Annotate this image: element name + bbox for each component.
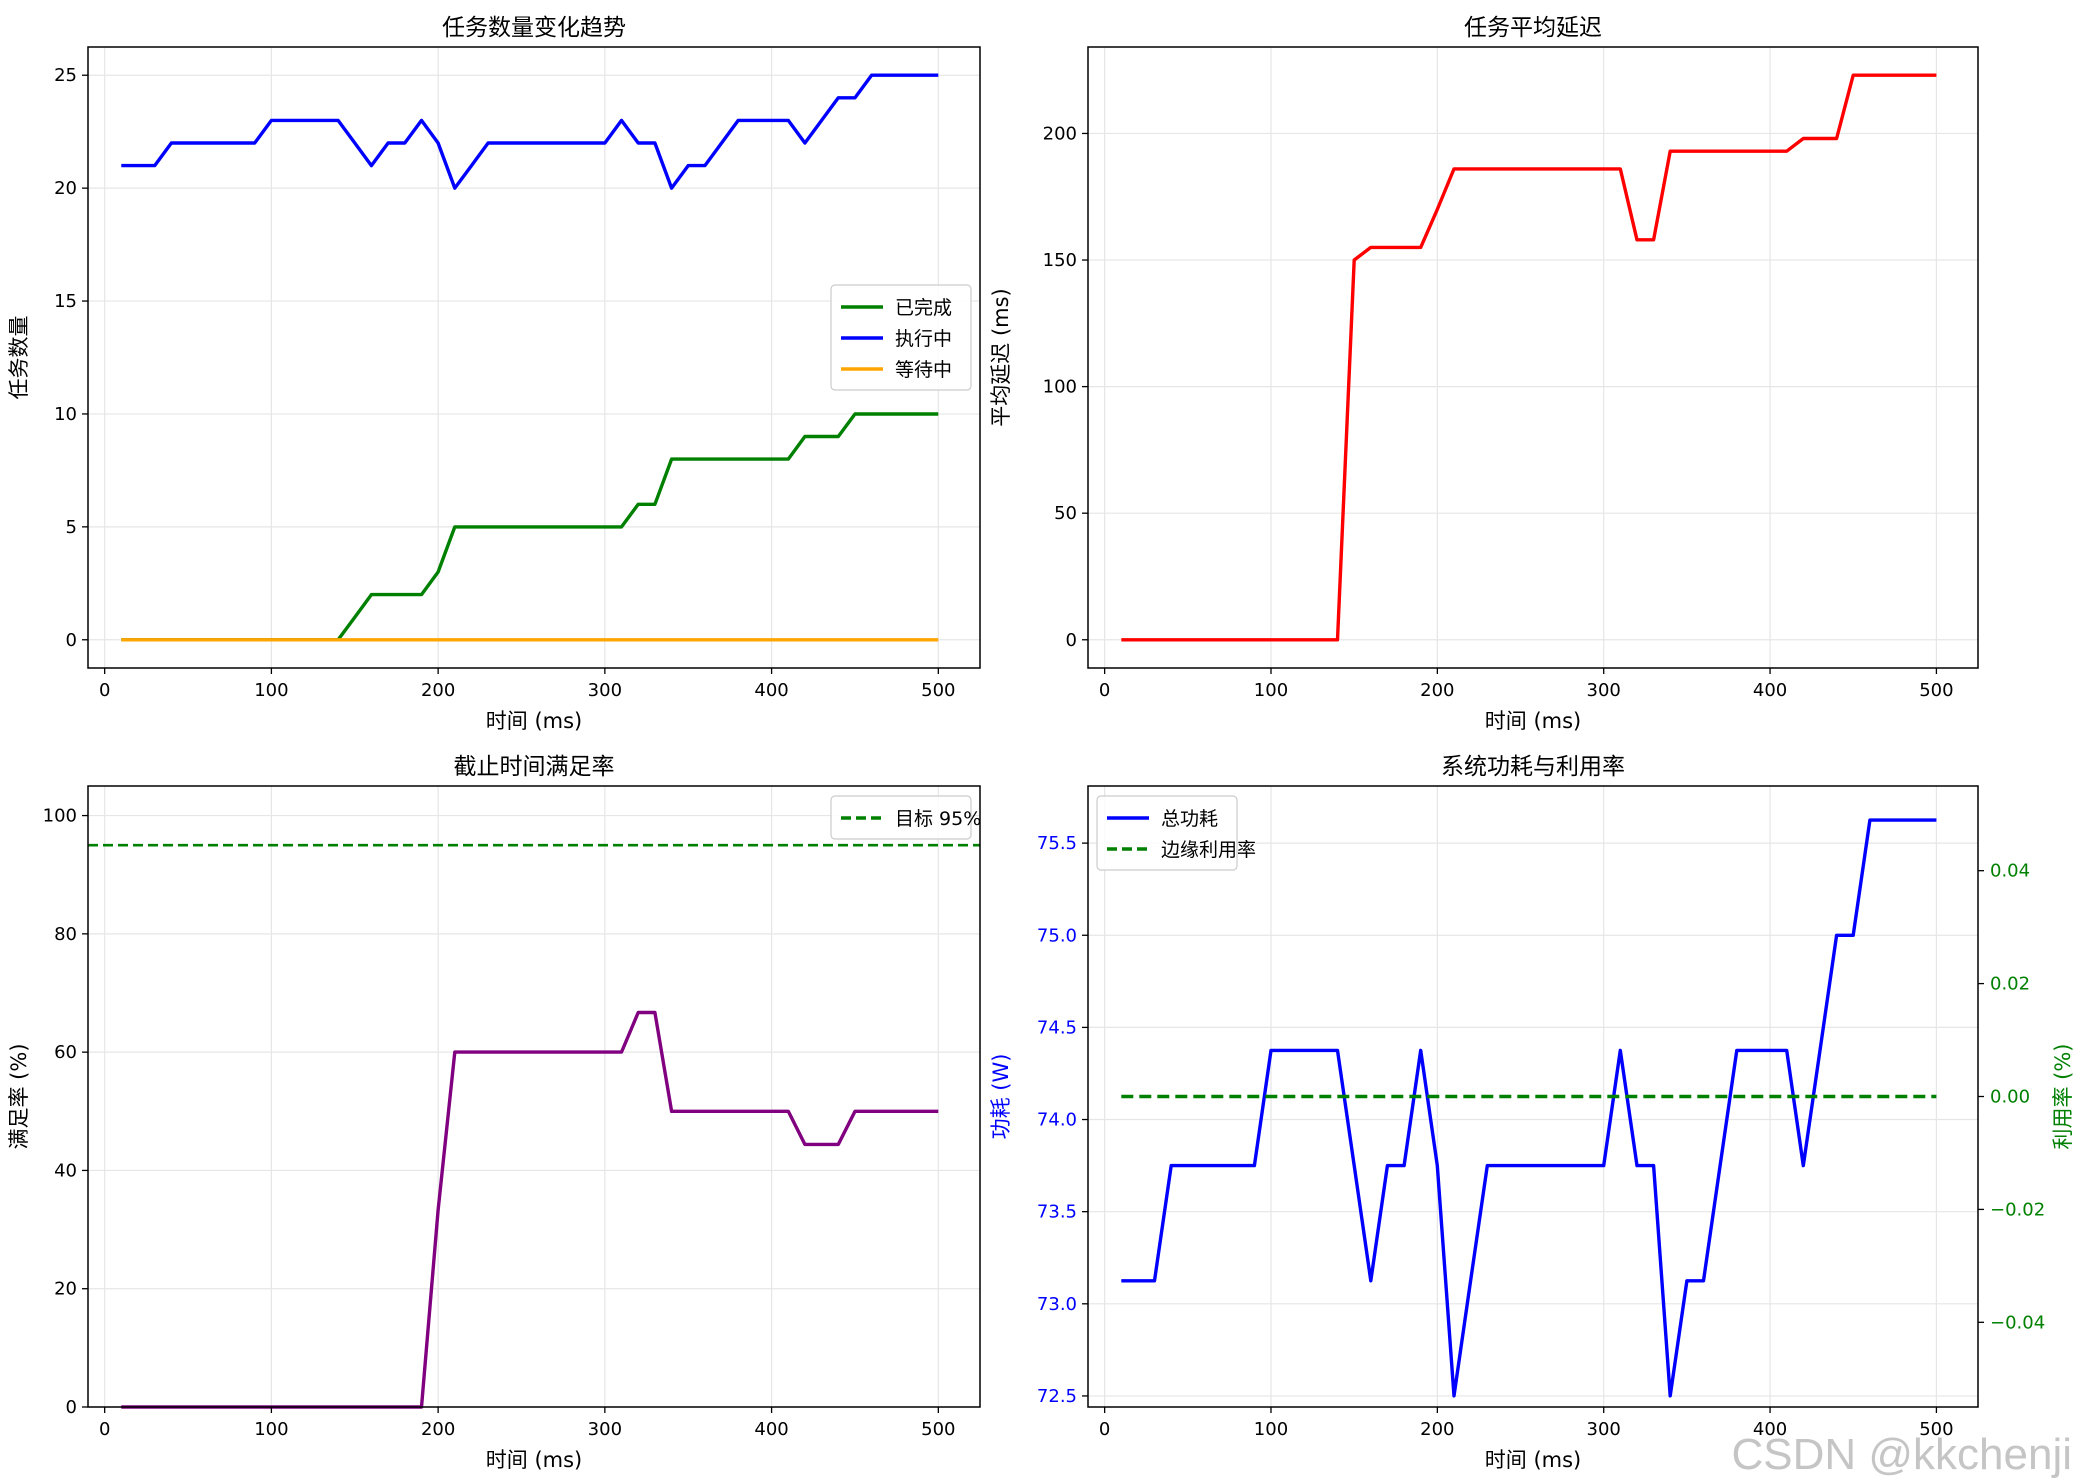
chart-title: 任务数量变化趋势	[442, 15, 626, 41]
y-axis-label: 平均延迟 (ms)	[989, 288, 1013, 426]
y-tick-label: 73.0	[1037, 1294, 1077, 1315]
x-tick-label: 400	[754, 680, 788, 701]
y-tick-label: 80	[54, 924, 77, 945]
y-tick-label: 50	[1054, 503, 1077, 524]
y-tick-label: 40	[54, 1160, 77, 1181]
x-tick-label: 300	[588, 1419, 622, 1440]
chart-panel-4: 0 100 200 300 400 500 72.5 73.0 73.5 74.0 74.5 75.0…	[989, 754, 2075, 1472]
y-tick-label: 10	[54, 404, 77, 425]
legend-label: 执行中	[895, 328, 952, 350]
plot-frame	[87, 46, 981, 669]
x-tick-label: 200	[1420, 680, 1454, 701]
y-tick-label: 60	[54, 1042, 77, 1063]
y-tick-label: 100	[43, 806, 77, 827]
x-tick-label: 100	[1254, 680, 1288, 701]
legend-label: 已完成	[895, 297, 952, 319]
x-tick-label: 0	[99, 1419, 110, 1440]
y-tick-label: 100	[1043, 377, 1077, 398]
y-right-tick-label: 0.04	[1990, 861, 2030, 882]
series-line-1	[1121, 818, 1937, 1398]
y-tick-label: 75.0	[1037, 925, 1077, 946]
x-axis-label: 时间 (ms)	[486, 709, 582, 733]
legend-box	[1096, 795, 1238, 871]
x-tick-label: 500	[1919, 680, 1953, 701]
legend-label: 总功耗	[1161, 808, 1218, 830]
x-tick-label: 100	[254, 680, 288, 701]
y-tick-label: 0	[66, 630, 77, 651]
y-right-tick-label: −0.04	[1990, 1312, 2045, 1333]
y-tick-label: 75.5	[1037, 833, 1077, 854]
y-tick-label: 74.0	[1037, 1110, 1077, 1131]
x-axis-label: 时间 (ms)	[486, 1448, 582, 1472]
x-tick-label: 300	[588, 680, 622, 701]
series-line-1	[1121, 73, 1937, 642]
series-line-1	[121, 1010, 939, 1409]
x-tick-label: 300	[1587, 1419, 1621, 1440]
y-tick-label: 25	[54, 65, 77, 86]
y-tick-label: 74.5	[1037, 1017, 1077, 1038]
y-tick-label: 0	[1066, 630, 1077, 651]
chart-title: 系统功耗与利用率	[1441, 754, 1625, 780]
y-tick-label: 72.5	[1037, 1386, 1077, 1407]
plot-frame	[87, 785, 981, 1408]
legend-label: 等待中	[895, 359, 952, 381]
legend-box	[830, 795, 972, 840]
watermark: CSDN @kkchenji	[1731, 1430, 2072, 1479]
legend: 目标 95%	[830, 795, 981, 840]
x-tick-label: 500	[921, 1419, 955, 1440]
plot-frame	[1087, 46, 1979, 669]
y-tick-label: 73.5	[1037, 1202, 1077, 1223]
y-tick-label: 200	[1043, 123, 1077, 144]
x-axis-label: 时间 (ms)	[1485, 1448, 1581, 1472]
y-axis-label: 功耗 (W)	[989, 1054, 1013, 1140]
x-tick-label: 400	[754, 1419, 788, 1440]
x-tick-label: 100	[254, 1419, 288, 1440]
series-line-2	[121, 73, 939, 190]
chart-title: 截止时间满足率	[454, 754, 615, 780]
y-tick-label: 5	[66, 517, 77, 538]
y-tick-label: 0	[66, 1397, 77, 1418]
y-axis-label: 满足率 (%)	[7, 1043, 31, 1149]
x-tick-label: 500	[1919, 1419, 1953, 1440]
x-tick-label: 200	[421, 680, 455, 701]
x-axis-label: 时间 (ms)	[1485, 709, 1581, 733]
y-tick-label: 15	[54, 291, 77, 312]
x-tick-label: 0	[1099, 1419, 1110, 1440]
y-tick-label: 20	[54, 1279, 77, 1300]
x-tick-label: 500	[921, 680, 955, 701]
chart-title: 任务平均延迟	[1464, 15, 1602, 41]
y-axis-label: 任务数量	[7, 316, 31, 400]
y-right-tick-label: 0.02	[1990, 974, 2030, 995]
y-right-axis-label: 利用率 (%)	[2051, 1043, 2075, 1149]
y-right-tick-label: −0.02	[1990, 1199, 2045, 1220]
y-tick-label: 150	[1043, 250, 1077, 271]
x-tick-label: 400	[1753, 680, 1787, 701]
x-tick-label: 300	[1587, 680, 1621, 701]
x-tick-label: 0	[1099, 680, 1110, 701]
legend-label: 目标 95%	[895, 808, 981, 830]
x-tick-label: 100	[1254, 1419, 1288, 1440]
x-tick-label: 200	[421, 1419, 455, 1440]
legend-label: 边缘利用率	[1161, 839, 1256, 861]
y-right-tick-label: 0.00	[1990, 1087, 2030, 1108]
y-tick-label: 20	[54, 178, 77, 199]
legend-box	[830, 284, 972, 391]
x-tick-label: 200	[1420, 1419, 1454, 1440]
x-tick-label: 0	[99, 680, 110, 701]
x-tick-label: 400	[1753, 1419, 1787, 1440]
